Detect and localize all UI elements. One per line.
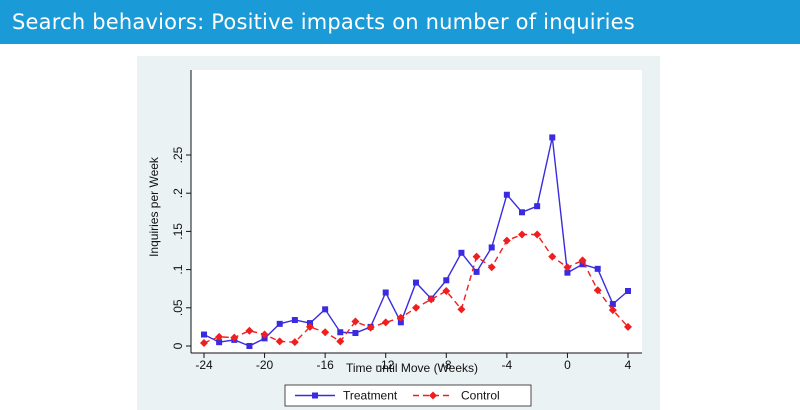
x-tick-label: -8 (441, 358, 452, 372)
x-axis-title: Time until Move (Weeks) (346, 361, 478, 375)
x-tick-label: 0 (564, 358, 571, 372)
treatment-point (488, 244, 495, 251)
chart-figure: -24 -20 -16 -12 -8 -4 0 4 0 .05 .1 .15 .2 .25 Time un… (137, 56, 660, 410)
control-point (321, 328, 330, 337)
control-point (351, 317, 360, 326)
treatment-point (216, 339, 223, 346)
treatment-point (458, 249, 465, 256)
legend-treatment-label: Treatment (343, 389, 398, 403)
slide-header: Search behaviors: Positive impacts on nu… (0, 0, 800, 44)
legend: Treatment Control (295, 389, 500, 403)
control-point (260, 330, 269, 339)
control-point (518, 230, 526, 239)
control-point (366, 323, 375, 332)
y-tick-label: 0 (171, 342, 185, 349)
x-tick-label: -24 (195, 358, 213, 372)
control-point (230, 333, 239, 342)
treatment-point (337, 329, 344, 336)
treatment-point (564, 269, 571, 276)
axes: -24 -20 -16 -12 -8 -4 0 4 0 .05 .1 .15 .2 .25 (171, 70, 642, 372)
control-point (442, 286, 451, 295)
legend-box (284, 384, 532, 407)
control-point (593, 286, 602, 295)
control-point (472, 252, 481, 261)
y-axis-title: Inquiries per Week (147, 156, 161, 257)
control-point (381, 318, 390, 327)
treatment-point (352, 330, 359, 337)
control-point (290, 338, 299, 347)
control-point (336, 337, 345, 346)
legend-control-marker (429, 391, 437, 400)
control-point (427, 295, 436, 304)
control-point (548, 252, 557, 261)
line-chart: -24 -20 -16 -12 -8 -4 0 4 0 .05 .1 .15 .2 .25 Time un… (147, 70, 642, 407)
treatment-point (397, 319, 404, 326)
legend-treatment-marker (312, 392, 318, 399)
treatment-point (594, 265, 601, 272)
treatment-point (625, 287, 631, 294)
x-tick-label: -4 (502, 358, 513, 372)
series-layer (200, 134, 632, 349)
legend-control-label: Control (461, 389, 500, 403)
treatment-point (534, 203, 541, 210)
control-point (608, 306, 617, 315)
y-tick-label: .1 (171, 264, 185, 274)
y-tick-label: .05 (171, 299, 185, 316)
x-tick-label: -16 (316, 358, 334, 372)
control-point (487, 263, 496, 272)
treatment-point (413, 279, 419, 286)
slide-title: Search behaviors: Positive impacts on nu… (12, 10, 635, 34)
treatment-point (382, 289, 389, 296)
control-point (563, 263, 572, 272)
control-point (502, 236, 511, 245)
treatment-point (443, 277, 450, 284)
control-point (396, 313, 405, 322)
treatment-point (322, 306, 329, 313)
control-point (200, 338, 208, 347)
treatment-point (246, 343, 253, 349)
control-point (624, 322, 632, 331)
x-tick-label: -20 (256, 358, 274, 372)
control-point (245, 326, 254, 335)
y-tick-label: .25 (171, 146, 185, 163)
treatment-point (276, 320, 283, 327)
control-point (533, 230, 542, 239)
control-point (306, 322, 314, 331)
treatment-point (473, 268, 480, 275)
treatment-point (503, 191, 510, 198)
x-tick-label: -12 (377, 358, 395, 372)
control-point (457, 305, 466, 314)
treatment-point (291, 317, 298, 324)
control-point (275, 337, 284, 346)
control-point (578, 256, 587, 265)
treatment-point (201, 331, 207, 338)
x-tick-label: 4 (625, 358, 632, 372)
y-tick-label: .2 (171, 188, 185, 198)
treatment-point (519, 209, 525, 216)
control-point (215, 332, 224, 341)
control-point (412, 303, 420, 312)
treatment-point (549, 134, 556, 141)
treatment-point (609, 300, 616, 307)
y-tick-label: .15 (171, 223, 185, 240)
